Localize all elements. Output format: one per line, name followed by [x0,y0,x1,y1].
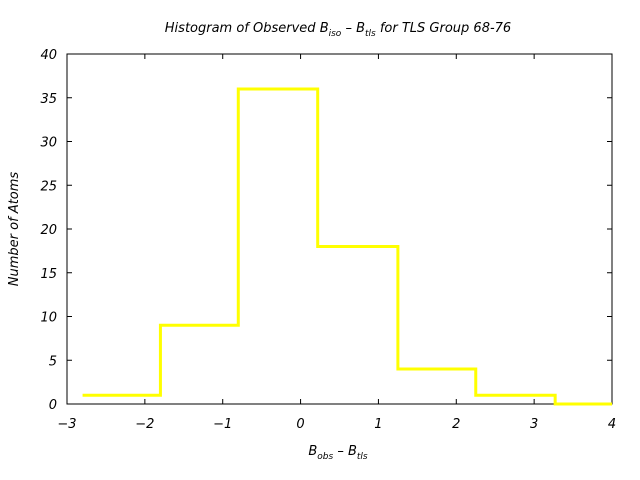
x-tick-label: −3 [57,417,76,432]
x-tick-label: 1 [374,417,382,432]
y-tick-label: 10 [40,311,57,326]
y-tick-label: 0 [49,398,57,413]
y-tick-label: 25 [40,179,57,194]
histogram-step-line [82,87,612,406]
x-tick-label: 3 [530,417,538,432]
y-tick-label: 35 [40,92,57,107]
x-tick-label: 2 [452,417,460,432]
x-tick-label: −1 [213,417,232,432]
histogram-bin [238,89,317,404]
chart-title: Histogram of Observed Biso – Btls for TL… [165,21,511,39]
y-tick-label: 15 [40,267,57,282]
x-tick-label: 4 [608,417,616,432]
y-axis-label: Number of Atoms [7,172,22,287]
y-tick-label: 20 [40,223,57,238]
histogram-bin [318,247,398,405]
x-tick-label: 0 [296,417,304,432]
histogram-bin [398,369,476,404]
x-tick-label: −2 [135,417,154,432]
y-tick-label: 30 [40,136,57,151]
y-tick-label: 5 [49,354,57,369]
x-axis-label: Bobs – Btls [308,444,368,462]
y-tick-label: 40 [40,48,57,63]
plot-frame [66,53,613,405]
histogram-bin [160,325,238,404]
